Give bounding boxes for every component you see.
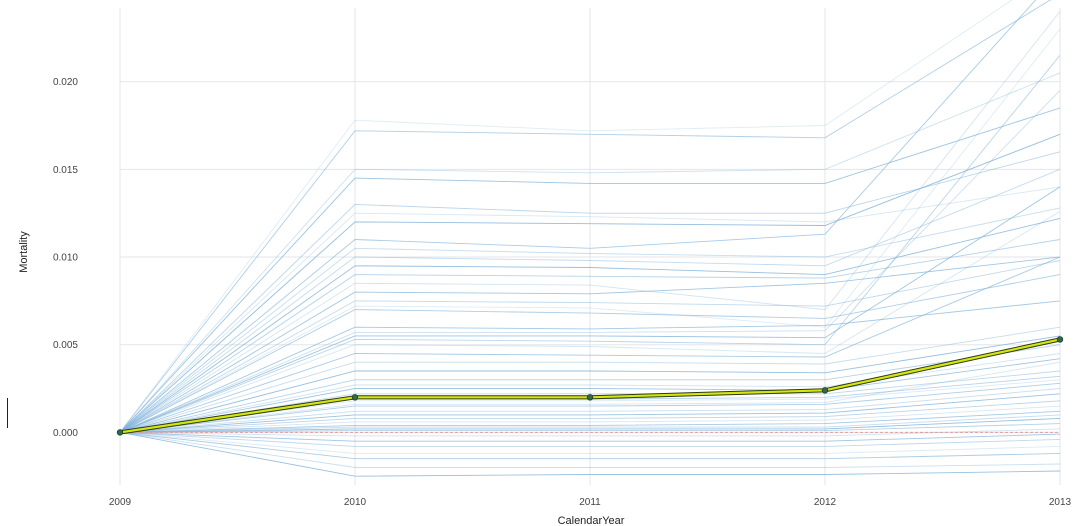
- background-series-line: [119, 431, 1061, 477]
- y-axis-label: Mortality: [18, 231, 30, 273]
- background-series-line: [119, 428, 1061, 437]
- x-tick-label: 2009: [109, 497, 132, 508]
- background-series-line: [119, 168, 1061, 433]
- background-series-line: [119, 400, 1061, 433]
- background-series-line: [119, 393, 1061, 433]
- background-series-line: [119, 207, 1061, 433]
- background-series-line: [119, 388, 1061, 433]
- background-series-line: [119, 274, 1061, 433]
- background-series-line: [119, 55, 1061, 433]
- background-series-line: [119, 0, 1037, 433]
- text-cursor-mark: [7, 398, 8, 428]
- grid-lines: [119, 8, 1061, 485]
- background-series-line: [119, 186, 1061, 433]
- y-tick-label: 0.005: [53, 340, 78, 351]
- background-series-line: [119, 379, 1061, 433]
- x-tick-label: 2012: [814, 497, 837, 508]
- background-series-line: [119, 239, 1061, 433]
- highlight-series-point: [351, 394, 359, 401]
- background-series-line: [119, 0, 1052, 433]
- background-series-line: [119, 326, 1061, 433]
- background-series-group: [119, 0, 1061, 477]
- y-tick-label: 0.010: [53, 253, 78, 264]
- background-series-line: [119, 414, 1061, 433]
- y-tick-label: 0.000: [53, 428, 78, 439]
- background-series-line: [119, 431, 1061, 447]
- background-series-line: [119, 217, 1061, 433]
- highlight-series-point: [586, 394, 594, 401]
- x-tick-label: 2010: [344, 497, 367, 508]
- background-series-line: [119, 361, 1061, 433]
- background-series-line: [119, 431, 1061, 442]
- background-series-line: [119, 344, 1061, 433]
- background-series-line: [119, 335, 1061, 433]
- background-series-line: [119, 260, 1061, 433]
- y-axis-ticks: 0.000 0.005 0.010 0.015 0.020: [53, 77, 78, 439]
- background-series-line: [119, 431, 1061, 468]
- x-tick-label: 2013: [1049, 497, 1072, 508]
- x-axis-ticks: 2009 2010 2011 2012 2013: [109, 497, 1072, 508]
- background-series-line: [119, 211, 1061, 433]
- background-series-line: [119, 72, 1061, 433]
- background-series-line: [119, 382, 1061, 433]
- background-series-line: [119, 186, 1061, 433]
- background-series-line: [119, 417, 1061, 433]
- background-series-line: [119, 28, 1061, 433]
- background-series-line: [119, 300, 1061, 433]
- x-axis-label: CalendarYear: [558, 515, 625, 526]
- background-series-line: [119, 90, 1061, 433]
- y-tick-label: 0.015: [53, 165, 78, 176]
- x-tick-label: 2011: [579, 497, 601, 508]
- highlight-series-point: [821, 387, 829, 394]
- highlight-series-point: [116, 429, 124, 436]
- background-series-line: [119, 353, 1061, 433]
- background-series-line: [119, 423, 1061, 433]
- background-series-line: [119, 410, 1061, 433]
- background-series-line: [119, 151, 1061, 433]
- highlight-series-point: [1056, 336, 1064, 343]
- background-series-line: [119, 256, 1061, 433]
- background-series-line: [119, 370, 1061, 433]
- background-series-line: [119, 256, 1061, 433]
- y-tick-label: 0.020: [53, 77, 78, 88]
- background-series-line: [119, 405, 1061, 433]
- background-series-line: [119, 107, 1061, 433]
- background-series-line: [119, 11, 1061, 433]
- background-series-line: [119, 358, 1061, 433]
- background-series-line: [119, 133, 1061, 433]
- highlight-series-group: [116, 336, 1064, 436]
- background-series-line: [119, 431, 1061, 454]
- background-series-line: [119, 431, 1061, 460]
- background-series-line: [119, 0, 1013, 433]
